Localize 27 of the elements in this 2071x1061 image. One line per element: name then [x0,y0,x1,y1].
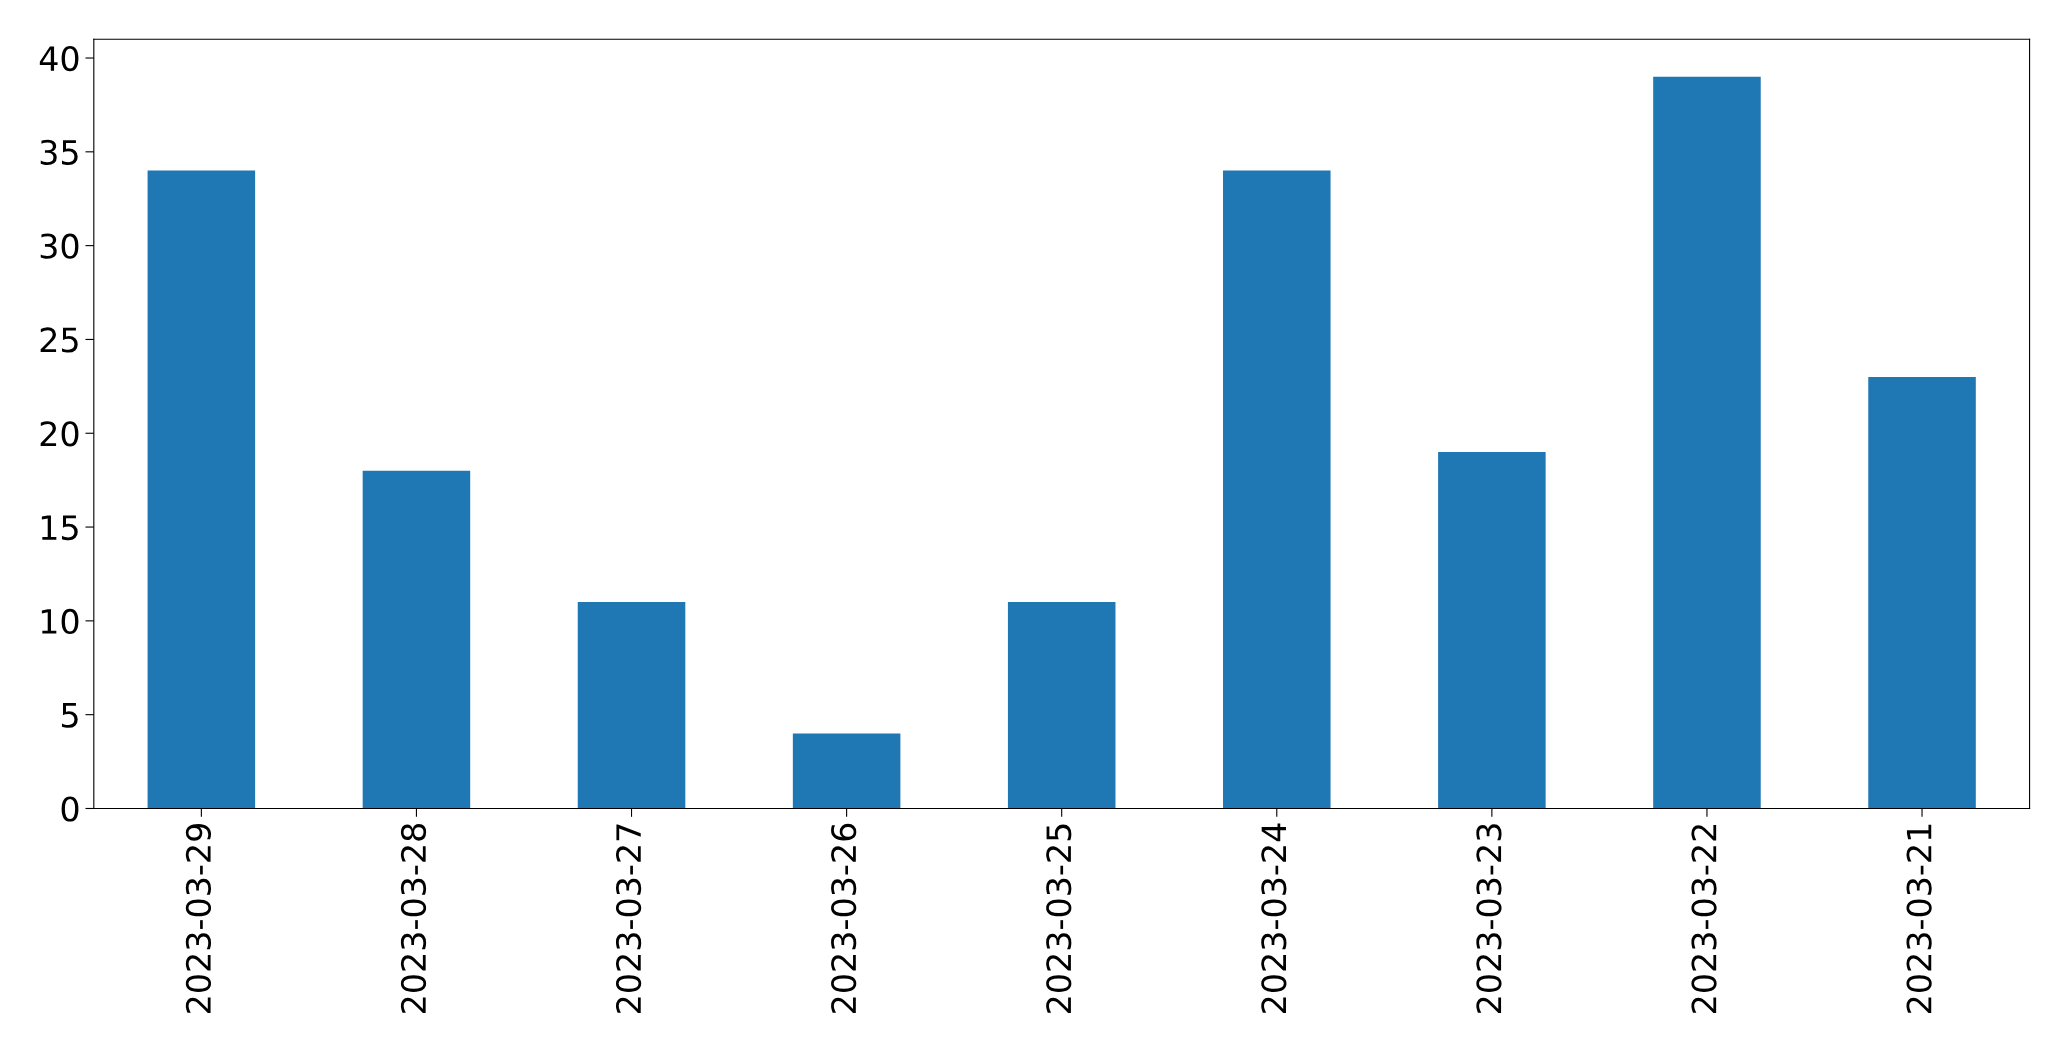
y-tick-label: 40 [39,45,79,72]
y-tick-label: 15 [41,515,78,541]
y-tick-label: 35 [40,139,78,165]
x-tick-label: 2023-03-27 [615,824,642,1013]
y-tick-label: 25 [40,327,78,353]
x-tick-label: 2023-03-29 [185,824,212,1013]
bar [362,470,471,809]
bar [1438,452,1546,809]
y-tick-label: 30 [40,233,79,259]
bar [1653,76,1761,809]
x-tick-label: 2023-03-23 [1476,824,1502,1013]
x-tick-label: 2023-03-24 [1261,823,1287,1013]
bar [147,170,256,809]
bar [1868,376,1976,809]
x-tick-label: 2023-03-26 [831,823,857,1013]
x-tick-label: 2023-03-22 [1691,825,1717,1013]
y-tick-label: 20 [40,421,79,447]
x-tick-label: 2023-03-25 [1046,824,1072,1013]
y-tick-label: 0 [61,796,79,822]
bar [577,602,686,809]
x-tick-label: 2023-03-21 [1906,824,1932,1013]
bar [1007,602,1116,809]
y-tick-label: 5 [61,703,78,728]
y-tick-label: 10 [41,608,79,634]
bar [792,733,901,809]
x-tick-label: 2023-03-28 [400,823,427,1013]
bar [1223,170,1331,809]
